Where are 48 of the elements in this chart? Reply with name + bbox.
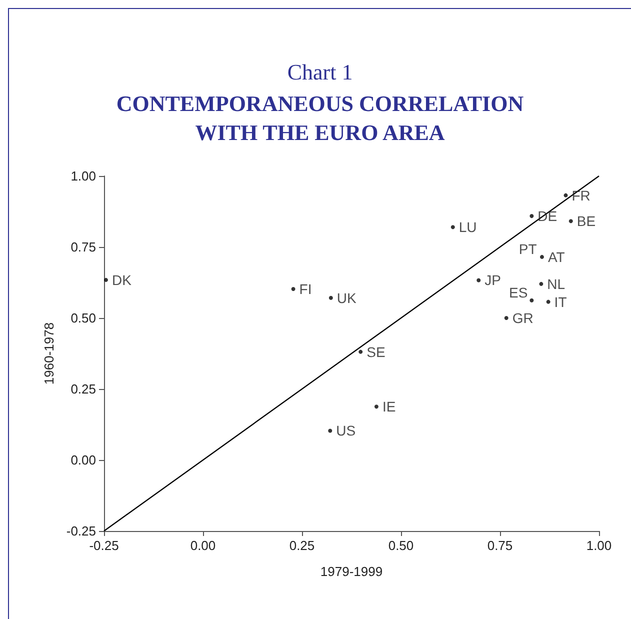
x-tick-label: 0.00 — [190, 538, 216, 553]
annotation: UK — [336, 290, 358, 306]
annotation: US — [336, 422, 356, 439]
annotation: BE — [576, 213, 596, 230]
annotation: PT — [518, 240, 538, 257]
point — [476, 278, 481, 282]
annotation: JP — [484, 272, 501, 288]
annotation: FI — [299, 281, 312, 298]
x-tick-label: 0.25 — [289, 538, 315, 553]
annotation: IE — [382, 398, 396, 415]
annotation: NL — [547, 276, 566, 292]
y-tick-label: 0.25 — [70, 382, 96, 396]
point — [504, 316, 508, 320]
point — [540, 254, 544, 259]
point — [539, 282, 544, 286]
y-axis-title: 1960-1978 — [41, 322, 56, 385]
point — [564, 193, 568, 198]
point — [530, 214, 534, 218]
annotation: ES — [508, 284, 528, 300]
point — [374, 404, 378, 409]
annotation: SE — [366, 344, 386, 360]
annotation: LU — [458, 219, 477, 236]
x-tick-label: 1.00 — [586, 538, 612, 553]
x-tick-label: -0.25 — [89, 538, 119, 553]
point — [358, 350, 363, 354]
point — [530, 298, 534, 302]
chart-title: Chart 1 — [287, 60, 353, 84]
annotation: FR — [572, 187, 590, 204]
y-tick-label: 1.00 — [70, 168, 96, 184]
y-tick-label: 0.50 — [70, 310, 96, 326]
annotation: DK — [112, 272, 132, 288]
x-tick-label: 0.50 — [388, 538, 414, 553]
point — [328, 428, 332, 433]
point — [450, 225, 455, 230]
chart-subtitle: CONTEMPORANEOUS CORRELATION WITH THE EURO AREA — [116, 91, 524, 145]
y-tick-label: 0.00 — [70, 452, 96, 468]
annotation: AT — [548, 248, 566, 265]
y-tick-label: -0.25 — [66, 524, 96, 538]
point — [546, 300, 550, 304]
point — [104, 278, 108, 282]
x-axis-title: 1979-1999 — [320, 564, 383, 579]
annotation: GR — [512, 310, 534, 326]
point — [328, 296, 333, 300]
y-tick-label: 0.75 — [70, 240, 96, 254]
x-tick-label: 0.75 — [487, 538, 513, 553]
annotation: IT — [554, 294, 568, 310]
point — [568, 219, 573, 224]
point — [291, 287, 296, 292]
